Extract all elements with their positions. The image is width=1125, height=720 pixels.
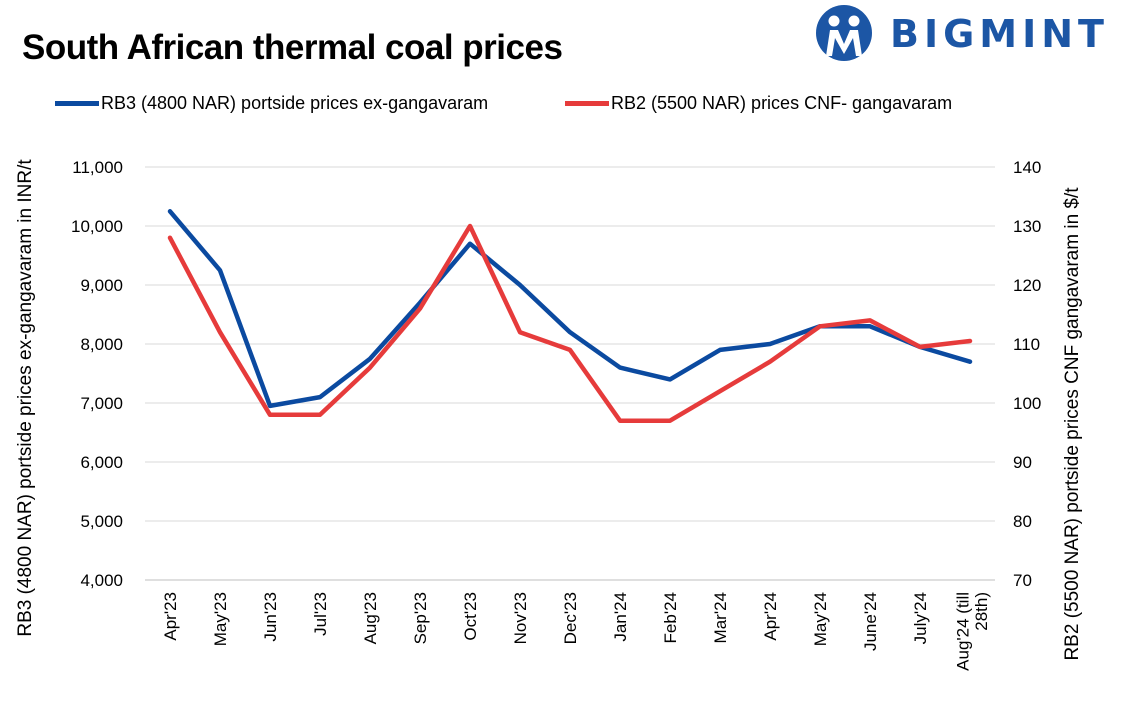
legend-label-rb2: RB2 (5500 NAR) prices CNF- gangavaram [611,93,953,113]
x-tick-label: Dec'23 [561,592,580,644]
right-tick-label: 80 [1013,512,1032,531]
right-tick-label: 70 [1013,571,1032,590]
x-tick-label: Apr'23 [161,592,180,641]
x-tick-label: Feb'24 [661,592,680,643]
logo-icon [816,5,872,61]
x-tick-label: June'24 [861,592,880,651]
x-tick-label: Mar'24 [711,592,730,643]
chart-title: South African thermal coal prices [22,28,563,67]
left-tick-label: 11,000 [72,158,123,177]
x-tick-label: May'24 [811,592,830,646]
legend-swatch-rb2 [565,101,609,106]
logo-text: BIGMINT [890,12,1109,56]
legend-label-rb3: RB3 (4800 NAR) portside prices ex-gangav… [101,93,489,113]
left-tick-label: 6,000 [80,453,123,472]
left-axis-label: RB3 (4800 NAR) portside prices ex-gangav… [15,159,36,637]
x-tick-label: Jan'24 [611,592,630,642]
legend-swatch-rb3 [55,101,99,106]
x-tick-label: July'24 [911,592,930,644]
right-axis-ticks: 70 80 90 100 110 120 130 140 [1013,158,1041,590]
right-tick-label: 100 [1013,394,1041,413]
x-tick-label: Sep'23 [411,592,430,644]
x-tick-label: Nov'23 [511,592,530,644]
right-tick-label: 110 [1013,335,1040,354]
left-axis-ticks: 4,000 5,000 6,000 7,000 8,000 9,000 10,000 11,0… [71,158,123,590]
right-tick-label: 120 [1013,276,1041,295]
legend-item-rb3: RB3 (4800 NAR) portside prices ex-gangav… [55,93,488,114]
series-lines [167,209,973,423]
x-axis-ticks: Apr'23 May'23 Jun'23 Jul'23 Aug'23 Sep'23 Oct'… [161,592,991,671]
legend-item-rb2: RB2 (5500 NAR) prices CNF- gangavaram [565,93,952,114]
x-tick-label: Oct'23 [461,592,480,641]
bigmint-logo: BIGMINT [815,4,1120,64]
left-tick-label: 4,000 [80,571,123,590]
legend: RB3 (4800 NAR) portside prices ex-gangav… [0,93,1125,117]
left-tick-label: 7,000 [80,394,123,413]
x-tick-label: Aug'24 (till28th) [953,592,991,671]
left-tick-label: 10,000 [71,217,123,236]
left-tick-label: 8,000 [80,335,123,354]
series-line-rb2 [167,223,973,423]
x-tick-label: Jul'23 [311,592,330,636]
series-line-rb3 [167,209,973,409]
right-tick-label: 140 [1013,158,1041,177]
right-axis-label: RB2 (5500 NAR) portside prices CNF ganga… [1062,187,1083,661]
x-tick-label: May'23 [211,592,230,646]
gridlines [145,166,995,581]
x-tick-label: Aug'23 [361,592,380,644]
right-tick-label: 90 [1013,453,1032,472]
x-tick-label: Jun'23 [261,592,280,642]
x-tick-label: Apr'24 [761,592,780,641]
left-tick-label: 9,000 [80,276,123,295]
right-tick-label: 130 [1013,217,1041,236]
left-tick-label: 5,000 [80,512,123,531]
